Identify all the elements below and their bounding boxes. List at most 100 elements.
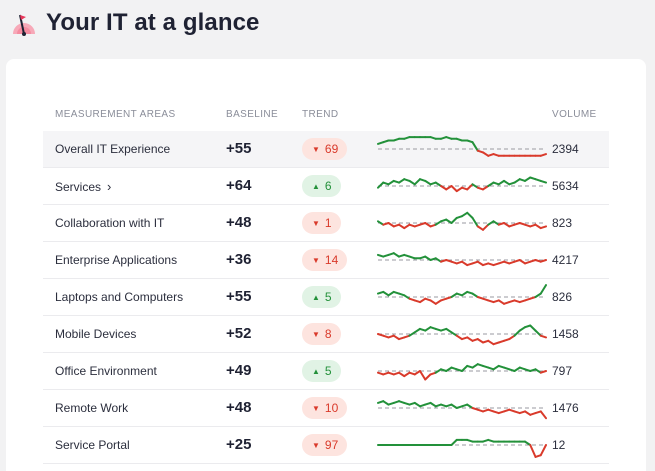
sparkline-segment xyxy=(524,410,532,416)
sparkline-segment xyxy=(476,225,484,231)
measurement-area-text: Services xyxy=(55,180,102,194)
triangle-down-icon: ▼ xyxy=(312,218,320,228)
baseline-value: +55 xyxy=(226,288,252,305)
triangle-down-icon: ▼ xyxy=(312,403,320,413)
sparkline-segment xyxy=(518,259,526,265)
measurement-area-label[interactable]: Enterprise Applications xyxy=(55,253,177,267)
measurement-area-label[interactable]: Services › xyxy=(55,179,111,194)
sparkline-segment xyxy=(476,260,484,267)
volume-value: 12 xyxy=(552,438,566,452)
sparkline-segment xyxy=(450,185,458,193)
table-row[interactable]: Office Environment +49 ▲ 5 797 xyxy=(43,353,609,390)
sparkline-segment xyxy=(508,334,516,341)
sparkline-segment xyxy=(524,440,532,446)
trend-value: 69 xyxy=(324,142,339,156)
trend-badge: ▲ 5 xyxy=(302,286,341,308)
sparkline-segment xyxy=(539,225,547,230)
sparkline-segment xyxy=(534,223,542,230)
table-row[interactable]: Mobile Devices +52 ▼ 8 1458 xyxy=(43,316,609,353)
sparkline-segment xyxy=(387,179,395,186)
measurement-area-text: Office Environment xyxy=(55,364,157,378)
sparkline-segment xyxy=(387,222,395,228)
sparkline-segment xyxy=(487,181,495,187)
sparkline-segment xyxy=(413,178,421,186)
sparkline-segment xyxy=(424,255,432,261)
trend-sparkline xyxy=(377,363,547,381)
trend-value: 5 xyxy=(324,364,332,378)
table-row[interactable]: Remote Work +48 ▼ 10 1476 xyxy=(43,390,609,427)
sparkline-segment xyxy=(497,299,505,305)
table-row[interactable]: Collaboration with IT +48 ▼ 1 823 xyxy=(43,205,609,242)
trend-value: 6 xyxy=(324,179,332,193)
sparkline-segment xyxy=(403,294,411,300)
table-row[interactable]: Service Portal +25 ▼ 97 12 xyxy=(43,427,609,464)
trend-badge: ▼ 97 xyxy=(302,434,348,456)
sparkline-segment xyxy=(539,153,547,157)
column-header-trend[interactable]: TREND xyxy=(302,109,339,120)
trend-badge: ▲ 5 xyxy=(302,360,341,382)
volume-value: 1458 xyxy=(552,327,579,341)
measurement-area-label[interactable]: Service Portal xyxy=(55,438,130,452)
baseline-value: +55 xyxy=(226,140,252,157)
sparkline-segment xyxy=(534,292,542,298)
sparkline-segment xyxy=(471,183,479,189)
sparkline-segment xyxy=(471,363,479,369)
trend-value: 1 xyxy=(324,216,332,230)
measurement-area-label[interactable]: Mobile Devices xyxy=(55,327,136,341)
volume-value: 2394 xyxy=(552,142,579,156)
trend-value: 5 xyxy=(324,290,332,304)
measurement-area-text: Mobile Devices xyxy=(55,327,137,341)
trend-badge: ▼ 14 xyxy=(302,249,348,271)
column-header-volume[interactable]: VOLUME xyxy=(552,109,597,120)
measurement-area-label[interactable]: Collaboration with IT xyxy=(55,216,164,230)
column-header-measurement-areas[interactable]: MEASUREMENT AREAS xyxy=(55,109,176,120)
triangle-down-icon: ▼ xyxy=(312,255,320,265)
page-header: Your IT at a glance xyxy=(0,0,655,46)
sparkline-segment xyxy=(398,371,406,378)
chevron-right-icon[interactable]: › xyxy=(107,179,112,194)
measurement-area-label[interactable]: Overall IT Experience xyxy=(55,142,170,156)
sparkline-segment xyxy=(377,181,385,189)
sparkline-segment xyxy=(482,185,490,191)
trend-badge: ▼ 1 xyxy=(302,212,341,234)
trend-sparkline xyxy=(377,252,547,267)
sparkline-segment xyxy=(450,438,458,446)
measurement-area-label[interactable]: Remote Work xyxy=(55,401,128,415)
column-header-baseline[interactable]: BASELINE xyxy=(226,109,279,120)
volume-value: 797 xyxy=(552,364,573,378)
measurement-area-text: Enterprise Applications xyxy=(55,253,178,267)
table-row[interactable]: Enterprise Applications +36 ▼ 14 4217 xyxy=(43,242,609,279)
sparkline-segment xyxy=(513,366,521,372)
table-row[interactable]: Overall IT Experience +55 ▼ 69 2394 xyxy=(43,131,609,168)
sparkline-segment xyxy=(445,218,453,224)
sparkline-segment xyxy=(534,368,542,374)
measurement-area-text: Collaboration with IT xyxy=(55,216,165,230)
volume-value: 823 xyxy=(552,216,573,230)
sparkline-segment xyxy=(539,179,547,184)
baseline-value: +49 xyxy=(226,362,252,379)
measurement-area-text: Service Portal xyxy=(55,438,130,452)
sparkline-segment xyxy=(539,410,547,420)
table-row[interactable]: Laptops and Computers +55 ▲ 5 826 xyxy=(43,279,609,316)
sparkline-segment xyxy=(471,141,479,152)
sparkline-segment xyxy=(424,179,432,186)
measurement-area-label[interactable]: Laptops and Computers xyxy=(55,290,183,304)
sparkline-segment xyxy=(461,260,469,267)
sparkline-segment xyxy=(413,370,421,376)
sparkline-segment xyxy=(539,444,547,457)
sparkline-segment xyxy=(429,401,437,408)
trend-badge: ▲ 6 xyxy=(302,175,341,197)
sparkline-segment xyxy=(450,292,458,298)
sparkline-segment xyxy=(534,329,542,337)
sparkline-segment xyxy=(382,400,390,406)
sparkline-segment xyxy=(503,222,511,228)
sparkline-segment xyxy=(503,179,511,186)
sparkline-segment xyxy=(419,370,427,381)
sparkline-segment xyxy=(403,371,411,378)
table-row[interactable]: Services › +64 ▲ 6 5634 xyxy=(43,168,609,205)
measurement-area-label[interactable]: Office Environment xyxy=(55,364,157,378)
volume-value: 4217 xyxy=(552,253,579,267)
sparkline-segment xyxy=(434,220,442,226)
sparkline-segment xyxy=(392,252,400,258)
sparkline-segment xyxy=(524,176,532,182)
